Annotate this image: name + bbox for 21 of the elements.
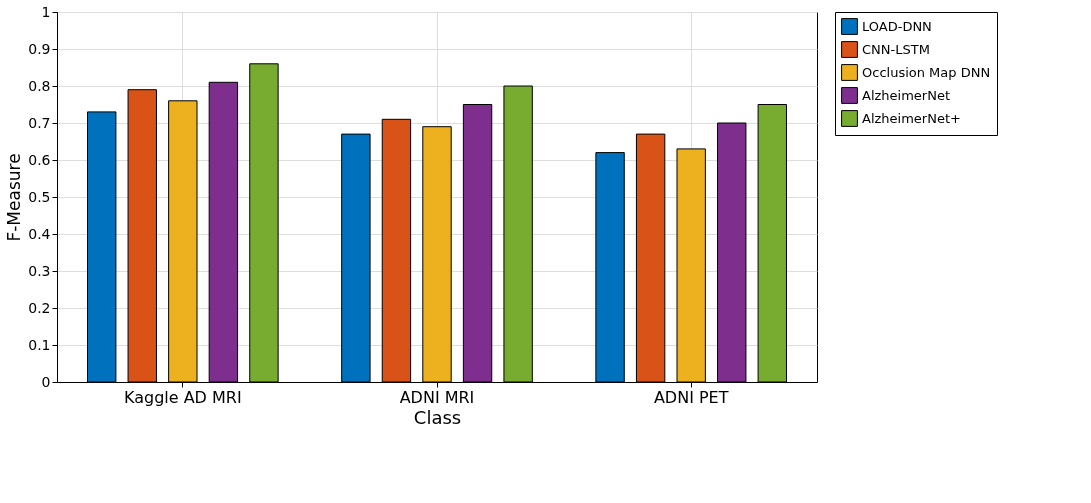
legend-label: LOAD-DNN	[862, 18, 932, 34]
y-tick-label: 0.1	[28, 336, 51, 353]
x-tick-label: ADNI PET	[653, 387, 729, 407]
y-tick-label: 0.9	[28, 40, 51, 57]
legend-label: AlzheimerNet+	[862, 110, 961, 126]
y-tick-label: 0.4	[28, 225, 51, 242]
y-tick-label: 0.2	[28, 299, 51, 316]
y-tick-label: 0.5	[28, 188, 51, 205]
x-tick-label: ADNI MRI	[399, 387, 475, 407]
y-tick-label: 0	[41, 373, 51, 390]
y-tick-label: 0.8	[28, 77, 51, 94]
y-axis-title: F-Measure	[4, 153, 25, 242]
y-tick-label: 0.6	[28, 151, 51, 168]
legend-label: Occlusion Map DNN	[862, 64, 991, 80]
x-axis-title: Class	[413, 406, 462, 428]
legend-label: CNN-LSTM	[862, 41, 930, 57]
x-tick-label: Kaggle AD MRI	[123, 387, 242, 407]
y-tick-label: 0.3	[28, 262, 51, 279]
y-tick-label: 1	[41, 3, 51, 20]
y-tick-label: 0.7	[28, 114, 51, 131]
legend-label: AlzheimerNet	[862, 87, 951, 103]
